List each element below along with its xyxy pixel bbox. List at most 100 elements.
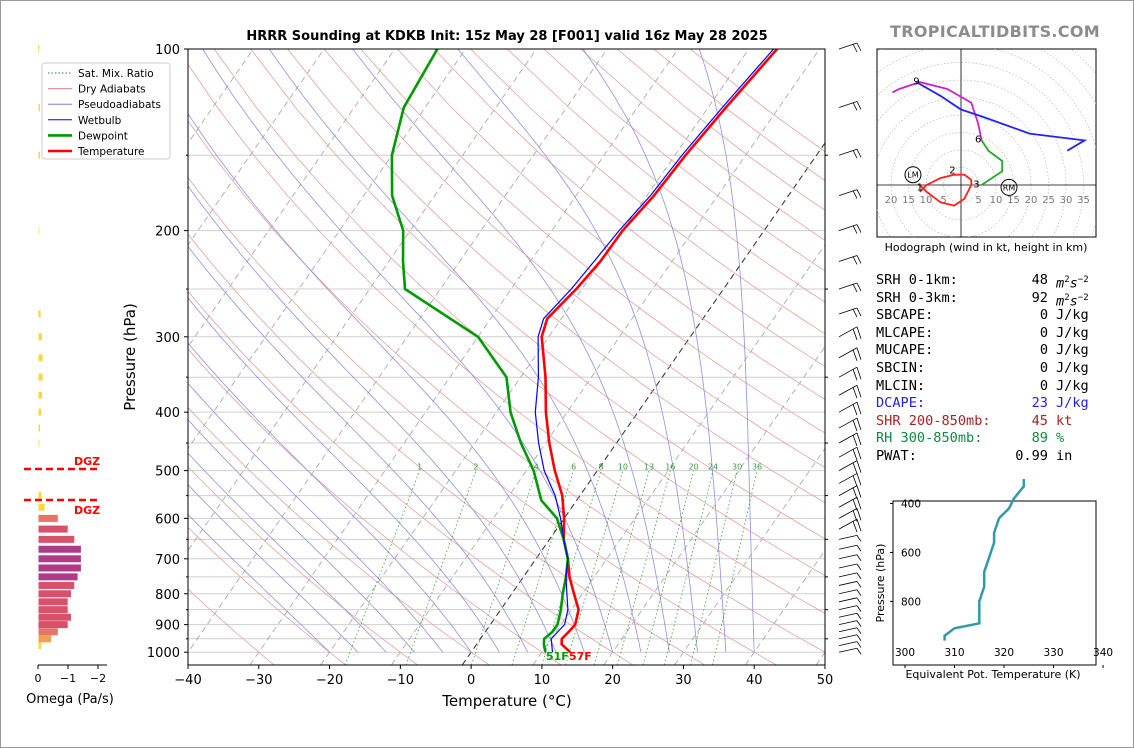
omega-bar bbox=[38, 564, 81, 572]
wind-barb bbox=[838, 581, 862, 588]
parameter-value: 92 bbox=[1031, 289, 1048, 306]
barb-flag bbox=[856, 473, 862, 486]
watermark: TROPICALTIDBITS.COM bbox=[890, 22, 1100, 41]
isotherm bbox=[744, 549, 825, 665]
barb-staff bbox=[838, 401, 858, 413]
barb-staff bbox=[838, 589, 858, 595]
wind-barb bbox=[838, 572, 862, 580]
x-tick-label: 20 bbox=[604, 673, 621, 688]
parameter-unit: J/kg bbox=[1056, 324, 1089, 341]
wind-barb bbox=[838, 255, 862, 265]
dry-adiabat bbox=[188, 588, 275, 665]
wind-barb bbox=[838, 597, 862, 605]
y-tick-label: 200 bbox=[155, 225, 180, 240]
barb-staff bbox=[838, 384, 858, 396]
parameter-value: 48 bbox=[1031, 272, 1048, 288]
hodograph-height-label: 3 bbox=[973, 179, 979, 190]
hodograph-height-label: 6 bbox=[975, 135, 981, 146]
mixing-ratio-line bbox=[642, 470, 695, 665]
storm-motion-marker bbox=[904, 166, 922, 184]
parameter-row: MLCIN: 0 J/kg bbox=[876, 378, 1106, 396]
omega-bar bbox=[38, 373, 43, 381]
barb-flag bbox=[856, 563, 862, 571]
parameter-value: 89 bbox=[1031, 430, 1048, 447]
barb-flag bbox=[856, 497, 862, 510]
parameter-name: DCAPE: bbox=[876, 395, 926, 412]
hodograph-height-label: 2 bbox=[949, 166, 955, 177]
parameter-unit: % bbox=[1056, 430, 1065, 447]
parameter-unit: J/kg bbox=[1056, 307, 1089, 324]
hodograph-frame bbox=[876, 48, 1097, 238]
barb-flag bbox=[852, 308, 858, 318]
skewt-xlabel: Temperature (°C) bbox=[441, 692, 571, 710]
parameter-value: 45 bbox=[1031, 412, 1048, 429]
mixing-ratio-line bbox=[405, 470, 477, 665]
omega-bar bbox=[38, 424, 40, 432]
barb-staff bbox=[838, 518, 858, 530]
skewt-plot: 1 2 4 6 8 10 13 16 20 24 30 36 −40 −30 −20 −10 0 10 20 30 4… bbox=[121, 42, 862, 710]
parameter-name: SRH 0-3km: bbox=[876, 289, 958, 306]
x-tick-label: 50 bbox=[817, 673, 834, 688]
wind-barb bbox=[838, 496, 862, 511]
barb-staff bbox=[838, 634, 858, 640]
barb-flag bbox=[852, 43, 858, 53]
hodograph-ring-label: 10 bbox=[990, 195, 1003, 206]
barb-staff bbox=[838, 534, 858, 540]
wind-barb bbox=[838, 432, 862, 447]
barb-flag bbox=[856, 282, 862, 292]
omega-bar bbox=[38, 628, 58, 636]
barb-staff bbox=[838, 326, 858, 338]
theta-e-xlabel: Equivalent Pot. Temperature (K) bbox=[905, 668, 1080, 681]
wind-barb bbox=[838, 485, 862, 499]
pseudoadiabat bbox=[352, 49, 670, 653]
omega-bar bbox=[38, 573, 78, 581]
barb-flag bbox=[856, 613, 862, 620]
parameter-name: MLCIN: bbox=[876, 377, 926, 394]
omega-bar bbox=[38, 581, 75, 589]
barb-flag bbox=[852, 404, 858, 416]
barb-staff bbox=[838, 612, 858, 618]
hodograph-panel: 20 15 10 5 5 10 15 20 25 30 35 1 2 3 6 9 LM RM Hodograph… bbox=[876, 48, 1097, 254]
omega-bar bbox=[38, 439, 40, 447]
pseudoadiabat bbox=[188, 245, 529, 653]
wind-barb bbox=[838, 101, 862, 111]
barb-staff bbox=[838, 224, 858, 231]
wind-barb bbox=[838, 42, 862, 53]
mixing-ratio-line bbox=[617, 470, 671, 665]
isotherm-zero bbox=[461, 142, 825, 665]
isotherm bbox=[188, 49, 325, 246]
isotherm bbox=[532, 244, 825, 665]
barb-flag bbox=[852, 387, 858, 399]
barb-staff bbox=[838, 417, 858, 429]
wind-barb bbox=[838, 620, 862, 627]
x-tick-label: 30 bbox=[675, 673, 692, 688]
isotherm bbox=[188, 49, 537, 552]
dry-adiabat bbox=[213, 49, 825, 577]
omega-bar bbox=[38, 227, 40, 235]
barb-staff bbox=[838, 473, 858, 484]
wind-barb bbox=[838, 446, 862, 461]
legend-box bbox=[41, 62, 171, 160]
barb-flag bbox=[852, 462, 858, 474]
theta-e-x-tick-label: 320 bbox=[994, 647, 1014, 659]
barb-staff bbox=[838, 189, 858, 196]
barb-flag bbox=[856, 634, 862, 642]
mixing-ratio-label: 24 bbox=[708, 463, 718, 472]
dry-adiabat bbox=[250, 49, 825, 540]
barb-flag bbox=[856, 485, 862, 498]
wetbulb-profile bbox=[534, 49, 775, 653]
mixing-ratio-line bbox=[470, 470, 537, 665]
y-tick-label: 400 bbox=[155, 406, 180, 421]
dry-adiabat bbox=[323, 49, 825, 468]
barb-staff bbox=[838, 496, 858, 508]
barb-staff bbox=[838, 627, 858, 633]
legend-label: Temperature bbox=[77, 146, 145, 158]
parameter-unit: J/kg bbox=[1056, 359, 1089, 376]
dgz-top-label: DGZ bbox=[74, 455, 100, 468]
pseudoadiabat bbox=[188, 513, 330, 653]
wind-barb bbox=[838, 534, 862, 542]
barb-staff bbox=[838, 641, 858, 646]
barb-staff bbox=[838, 460, 858, 471]
hodograph-ring-label: 30 bbox=[1060, 195, 1073, 206]
